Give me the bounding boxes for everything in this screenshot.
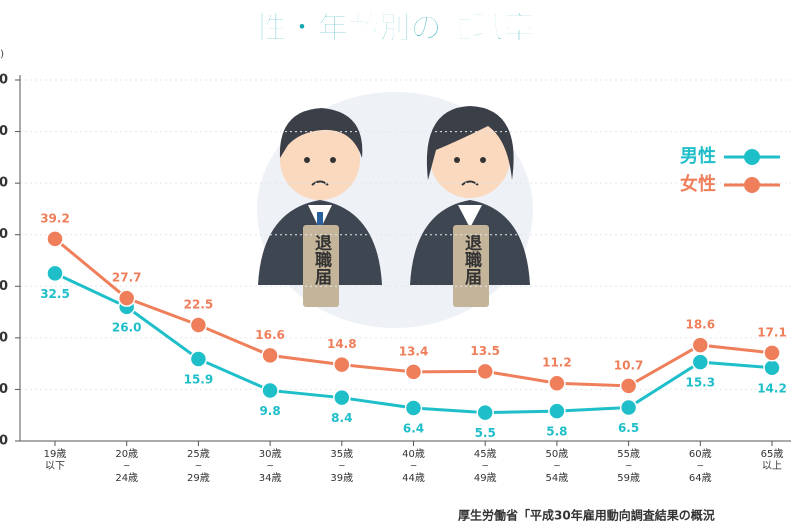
illustration-label: 退職届 bbox=[311, 234, 332, 286]
data-label: 5.8 bbox=[546, 425, 567, 439]
data-label: 18.6 bbox=[685, 318, 715, 332]
x-tick-label: 以下 bbox=[45, 461, 65, 472]
x-tick-label: 54歳 bbox=[546, 472, 569, 484]
data-label: 26.0 bbox=[112, 320, 142, 334]
x-tick-label: 49歳 bbox=[474, 472, 497, 484]
data-point bbox=[548, 402, 566, 420]
x-tick-label: 55歳 bbox=[617, 448, 640, 460]
x-tick-label: ~ bbox=[625, 462, 633, 472]
data-label: 13.5 bbox=[470, 344, 500, 358]
x-tick-label: ~ bbox=[697, 462, 705, 472]
woman bbox=[410, 106, 530, 307]
x-tick-label: 59歳 bbox=[617, 472, 640, 484]
x-tick-label: 25歳 bbox=[187, 448, 210, 460]
x-tick-label: ~ bbox=[338, 462, 346, 472]
data-label: 9.8 bbox=[259, 404, 280, 418]
x-tick-label: ~ bbox=[481, 462, 489, 472]
x-tick-label: 35歳 bbox=[330, 448, 353, 460]
legend-marker bbox=[744, 149, 760, 165]
data-label: 39.2 bbox=[40, 211, 70, 225]
data-point bbox=[619, 377, 638, 395]
x-tick-label: 34歳 bbox=[259, 472, 282, 484]
data-label: 14.8 bbox=[327, 337, 357, 351]
legend-marker bbox=[744, 177, 760, 193]
data-point bbox=[691, 336, 710, 354]
data-point bbox=[189, 316, 208, 334]
x-tick-label: 39歳 bbox=[330, 472, 353, 484]
data-label: 8.4 bbox=[331, 411, 352, 425]
x-tick-label: 29歳 bbox=[187, 472, 210, 484]
x-tick-label: 24歳 bbox=[115, 472, 138, 484]
x-tick-label: ~ bbox=[123, 462, 131, 472]
x-tick-label: 40歳 bbox=[402, 448, 425, 460]
data-label: 27.7 bbox=[112, 271, 142, 285]
data-label: 22.5 bbox=[184, 297, 214, 311]
data-point bbox=[404, 399, 423, 417]
data-point bbox=[476, 403, 494, 422]
illustration: 退職届 退職届 bbox=[257, 92, 533, 328]
data-label: 5.5 bbox=[475, 426, 496, 440]
data-point bbox=[46, 230, 64, 248]
x-tick-label: 60歳 bbox=[689, 448, 712, 460]
x-tick-label: 20歳 bbox=[115, 448, 138, 460]
data-point bbox=[333, 388, 351, 407]
x-tick-label: 44歳 bbox=[402, 472, 425, 484]
y-tick-label: 40 bbox=[0, 227, 8, 242]
data-point bbox=[189, 350, 208, 368]
data-point bbox=[763, 359, 781, 377]
data-label: 10.7 bbox=[614, 358, 644, 372]
y-tick-label: 0 bbox=[0, 434, 8, 449]
data-point bbox=[619, 398, 638, 417]
x-tick-label: 65歳 bbox=[761, 448, 784, 460]
y-tick-label: 10 bbox=[0, 382, 8, 397]
data-label: 14.2 bbox=[757, 381, 787, 395]
x-tick-label: 19歳 bbox=[44, 448, 67, 460]
chart-title: 性・年齢別の離職率 bbox=[256, 11, 535, 47]
data-label: 13.4 bbox=[399, 344, 429, 358]
data-point bbox=[476, 362, 494, 381]
data-label: 17.1 bbox=[757, 325, 787, 339]
y-tick-label: 50 bbox=[0, 176, 8, 191]
data-point bbox=[46, 264, 64, 283]
data-label: 6.4 bbox=[403, 421, 424, 435]
y-unit: (%) bbox=[0, 49, 4, 60]
data-point bbox=[261, 381, 279, 400]
data-point bbox=[548, 374, 566, 392]
data-point bbox=[691, 353, 710, 371]
data-point bbox=[763, 344, 781, 362]
x-tick-label: ~ bbox=[553, 462, 561, 472]
x-tick-label: 45歳 bbox=[474, 448, 497, 460]
y-tick-label: 20 bbox=[0, 330, 8, 345]
y-tick-label: 30 bbox=[0, 279, 8, 294]
illustration-label: 退職届 bbox=[461, 234, 482, 286]
x-tick-label: ~ bbox=[410, 462, 418, 472]
data-point bbox=[404, 363, 423, 381]
data-label: 32.5 bbox=[40, 287, 70, 301]
y-tick-label: 70 bbox=[0, 73, 8, 88]
data-label: 6.5 bbox=[618, 421, 639, 435]
data-label: 15.9 bbox=[184, 373, 214, 387]
x-tick-label: 64歳 bbox=[689, 472, 712, 484]
data-label: 16.6 bbox=[255, 328, 285, 342]
x-tick-label: ~ bbox=[195, 462, 203, 472]
x-tick-label: 以上 bbox=[762, 460, 782, 472]
data-label: 15.3 bbox=[685, 376, 715, 390]
legend-label: 女性 bbox=[680, 173, 716, 195]
data-label: 11.2 bbox=[542, 356, 572, 370]
source: 厚生労働省「平成30年雇用動向調査結果の概況 bbox=[458, 508, 715, 523]
data-point bbox=[117, 289, 136, 307]
legend-label: 男性 bbox=[680, 145, 716, 167]
x-tick-label: 30歳 bbox=[259, 448, 282, 460]
x-tick-label: ~ bbox=[266, 462, 274, 472]
x-tick-label: 50歳 bbox=[546, 448, 569, 460]
data-point bbox=[261, 346, 279, 365]
y-tick-label: 60 bbox=[0, 124, 8, 139]
data-point bbox=[333, 355, 351, 374]
